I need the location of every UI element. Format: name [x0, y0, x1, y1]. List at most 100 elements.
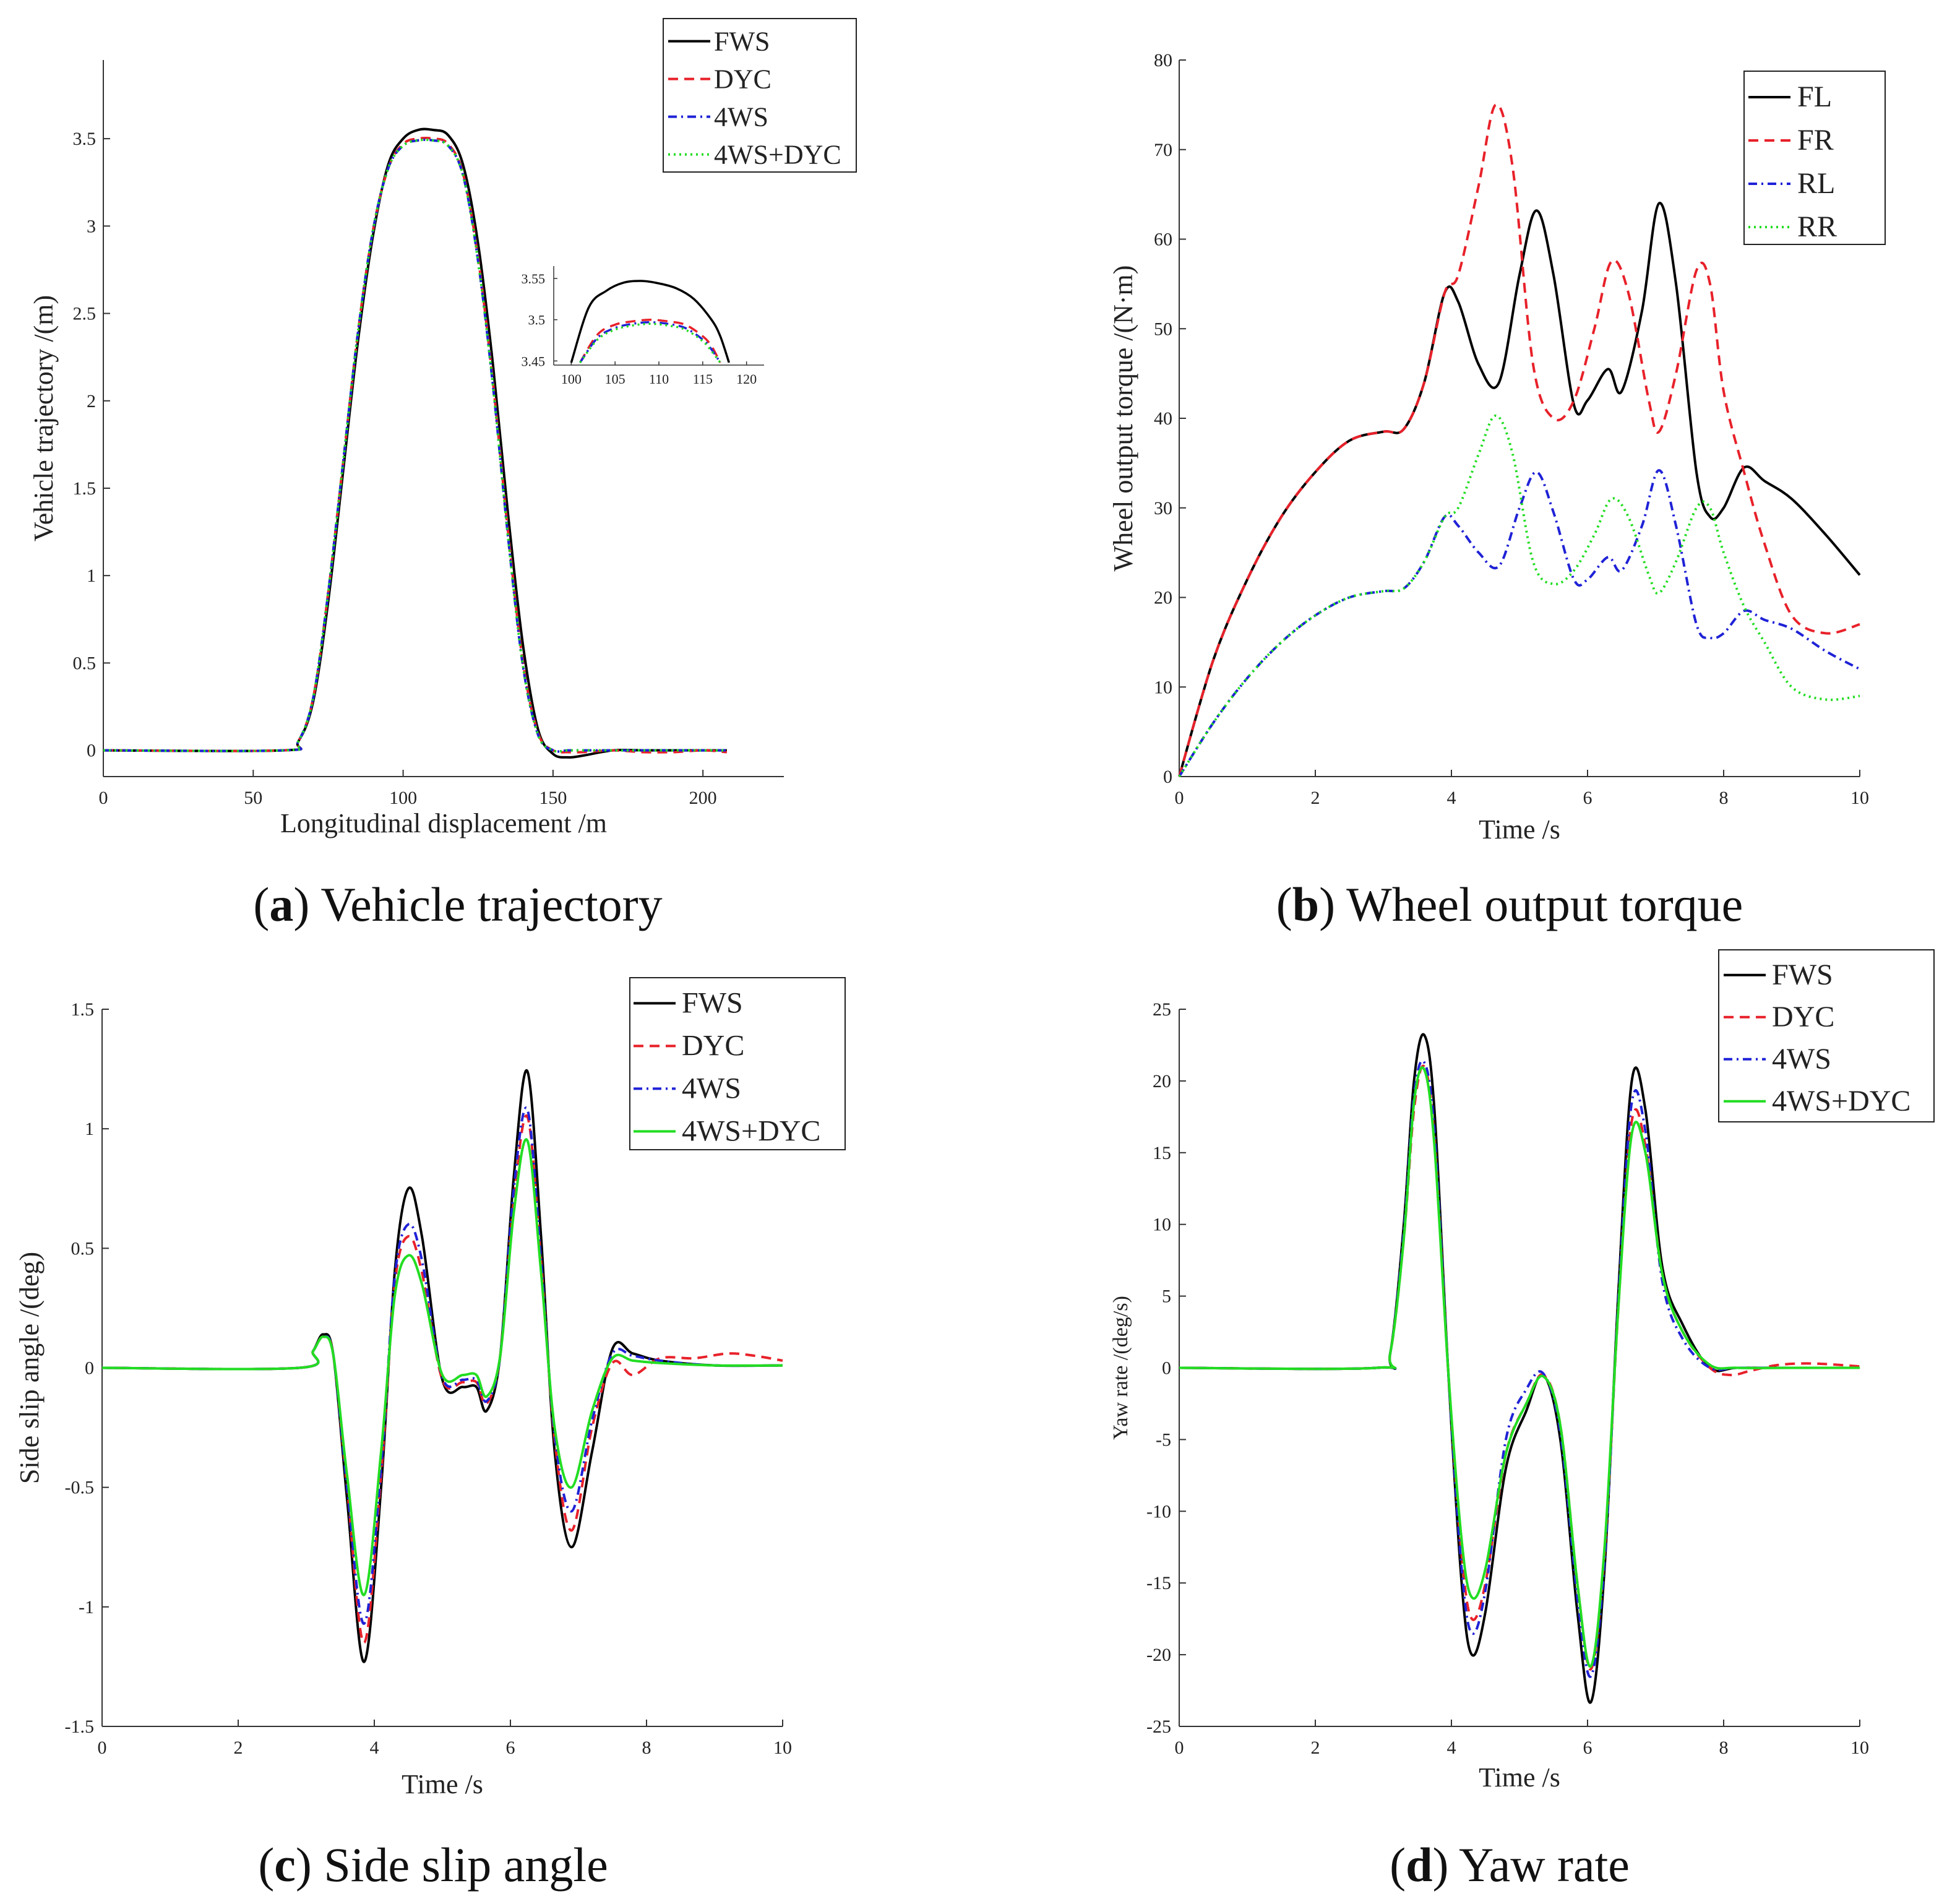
- series-line-4ws-dyc: [101, 1138, 783, 1596]
- y-tick-label: 3.5: [73, 129, 97, 149]
- x-tick-label: 8: [642, 1738, 651, 1758]
- legend-label: FL: [1797, 80, 1832, 113]
- caption-d-letter: d: [1406, 1838, 1432, 1892]
- y-tick-label: 2: [87, 391, 96, 411]
- caption-b-letter: b: [1292, 877, 1319, 931]
- legend-label: DYC: [714, 64, 771, 95]
- panel-b-chart: 0 2 4 6 8 10 0 10 20 30 40 50 60 70 80 Time /s Wheel out…: [1108, 50, 1886, 845]
- y-tick-label: 10: [1154, 677, 1172, 697]
- y-tick-label: 2.5: [73, 304, 97, 324]
- legend-label: DYC: [682, 1029, 744, 1062]
- panel-c-chart: 0 2 4 6 8 10 -1.5 -1 -0.5 0 0.5 1 1.5 Time /s Side sli…: [14, 977, 846, 1799]
- caption-c: (c) Side slip angle: [258, 1838, 608, 1892]
- inset-x-tick-label: 110: [649, 371, 669, 387]
- series-line-4ws: [103, 138, 727, 753]
- y-tick-label: 3: [87, 216, 96, 236]
- y-tick-label: -15: [1146, 1573, 1171, 1593]
- y-tick-label: -5: [1156, 1429, 1171, 1450]
- caption-a-letter: a: [269, 877, 293, 931]
- legend-box: [1743, 71, 1886, 245]
- legend-label: 4WS+DYC: [1772, 1085, 1910, 1118]
- x-tick-label: 6: [506, 1738, 515, 1758]
- y-tick-label: 0: [1163, 767, 1172, 787]
- x-tick-label: 10: [1850, 1738, 1869, 1758]
- inset-series-line-4ws-dyc: [579, 322, 721, 364]
- y-tick-label: -20: [1146, 1645, 1171, 1665]
- y-tick-label: 20: [1153, 1071, 1171, 1092]
- inset-x-tick-label: 105: [605, 371, 625, 387]
- x-axis-label: Longitudinal displacement /m: [280, 808, 607, 838]
- y-tick-label: 0: [87, 741, 96, 761]
- y-tick-label: 1: [85, 1119, 94, 1139]
- y-tick-label: 0: [85, 1358, 94, 1379]
- inset-chart: 100 105 110 115 120 3.45 3.5 3.55: [522, 266, 764, 387]
- y-tick-label: -10: [1146, 1501, 1171, 1522]
- legend-label: FR: [1797, 124, 1834, 157]
- x-tick-label: 6: [1583, 1738, 1592, 1758]
- inset-series-line-fws: [570, 280, 730, 363]
- y-tick-label: -1: [79, 1597, 94, 1618]
- y-tick-label: 0.5: [73, 653, 97, 673]
- x-tick-label: 2: [1311, 1738, 1320, 1758]
- legend-label: RL: [1797, 167, 1835, 200]
- y-tick-label: 40: [1154, 408, 1172, 429]
- series-line-rl: [1178, 469, 1860, 778]
- series-line-rr: [1178, 414, 1860, 778]
- y-tick-label: 70: [1154, 140, 1172, 160]
- y-tick-label: 60: [1154, 230, 1172, 250]
- y-tick-label: 10: [1153, 1215, 1171, 1235]
- y-axis-label: Side slip angle /(deg): [14, 1252, 45, 1484]
- series-line-4ws-dyc: [1179, 1066, 1860, 1668]
- x-axis-label: Time /s: [1479, 814, 1560, 845]
- caption-c-letter: c: [274, 1838, 296, 1892]
- y-axis-label: Wheel output torque /(N·m): [1108, 265, 1138, 572]
- y-tick-label: -1.5: [65, 1717, 95, 1737]
- x-tick-label: 200: [689, 788, 717, 808]
- x-tick-label: 8: [1719, 1738, 1729, 1758]
- legend-label: 4WS: [682, 1072, 741, 1105]
- y-tick-label: 1.5: [73, 478, 97, 499]
- inset-y-tick-label: 3.5: [528, 312, 546, 328]
- y-tick-label: 5: [1162, 1286, 1171, 1307]
- x-tick-label: 0: [1175, 788, 1184, 808]
- series-line-fr: [1178, 103, 1860, 777]
- y-tick-label: 80: [1154, 50, 1172, 71]
- inset-y-tick-label: 3.45: [522, 353, 546, 369]
- legend-label: 4WS+DYC: [714, 140, 841, 170]
- legend-box: [1718, 949, 1935, 1122]
- x-tick-label: 150: [539, 788, 567, 808]
- x-tick-label: 50: [244, 788, 262, 808]
- x-tick-label: 10: [773, 1738, 792, 1758]
- legend-label: 4WS: [1772, 1043, 1831, 1075]
- y-tick-label: -0.5: [65, 1478, 95, 1498]
- x-axis-label: Time /s: [1479, 1762, 1560, 1793]
- legend-box: [629, 977, 846, 1150]
- caption-b-text: Wheel output torque: [1346, 877, 1743, 931]
- x-tick-label: 4: [370, 1738, 379, 1758]
- legend-label: DYC: [1772, 1001, 1834, 1033]
- inset-x-tick-label: 115: [693, 371, 713, 387]
- y-tick-label: 0.5: [71, 1238, 95, 1259]
- inset-series-line-4ws: [579, 321, 721, 364]
- y-tick-label: -25: [1146, 1717, 1171, 1737]
- legend-label: RR: [1797, 210, 1837, 243]
- legend-label: 4WS: [714, 102, 768, 132]
- x-tick-label: 100: [389, 788, 417, 808]
- x-tick-label: 0: [1175, 1738, 1184, 1758]
- y-axis-label: Yaw rate /(deg/s): [1109, 1296, 1132, 1440]
- inset-y-tick-label: 3.55: [522, 271, 546, 286]
- caption-d: (d) Yaw rate: [1390, 1838, 1630, 1892]
- y-tick-label: 15: [1153, 1143, 1171, 1163]
- x-tick-label: 8: [1719, 788, 1729, 808]
- caption-b: (b) Wheel output torque: [1276, 877, 1743, 931]
- x-tick-label: 2: [1311, 788, 1320, 808]
- legend-label: 4WS+DYC: [682, 1114, 820, 1147]
- y-tick-label: 1.5: [71, 999, 95, 1020]
- inset-x-tick-label: 100: [561, 371, 582, 387]
- caption-a: (a) Vehicle trajectory: [253, 877, 662, 931]
- y-tick-label: 50: [1154, 319, 1172, 339]
- legend-label: FWS: [1772, 958, 1833, 991]
- legend-box: [663, 18, 857, 173]
- x-tick-label: 6: [1583, 788, 1592, 808]
- inset-series-line-dyc: [579, 318, 721, 363]
